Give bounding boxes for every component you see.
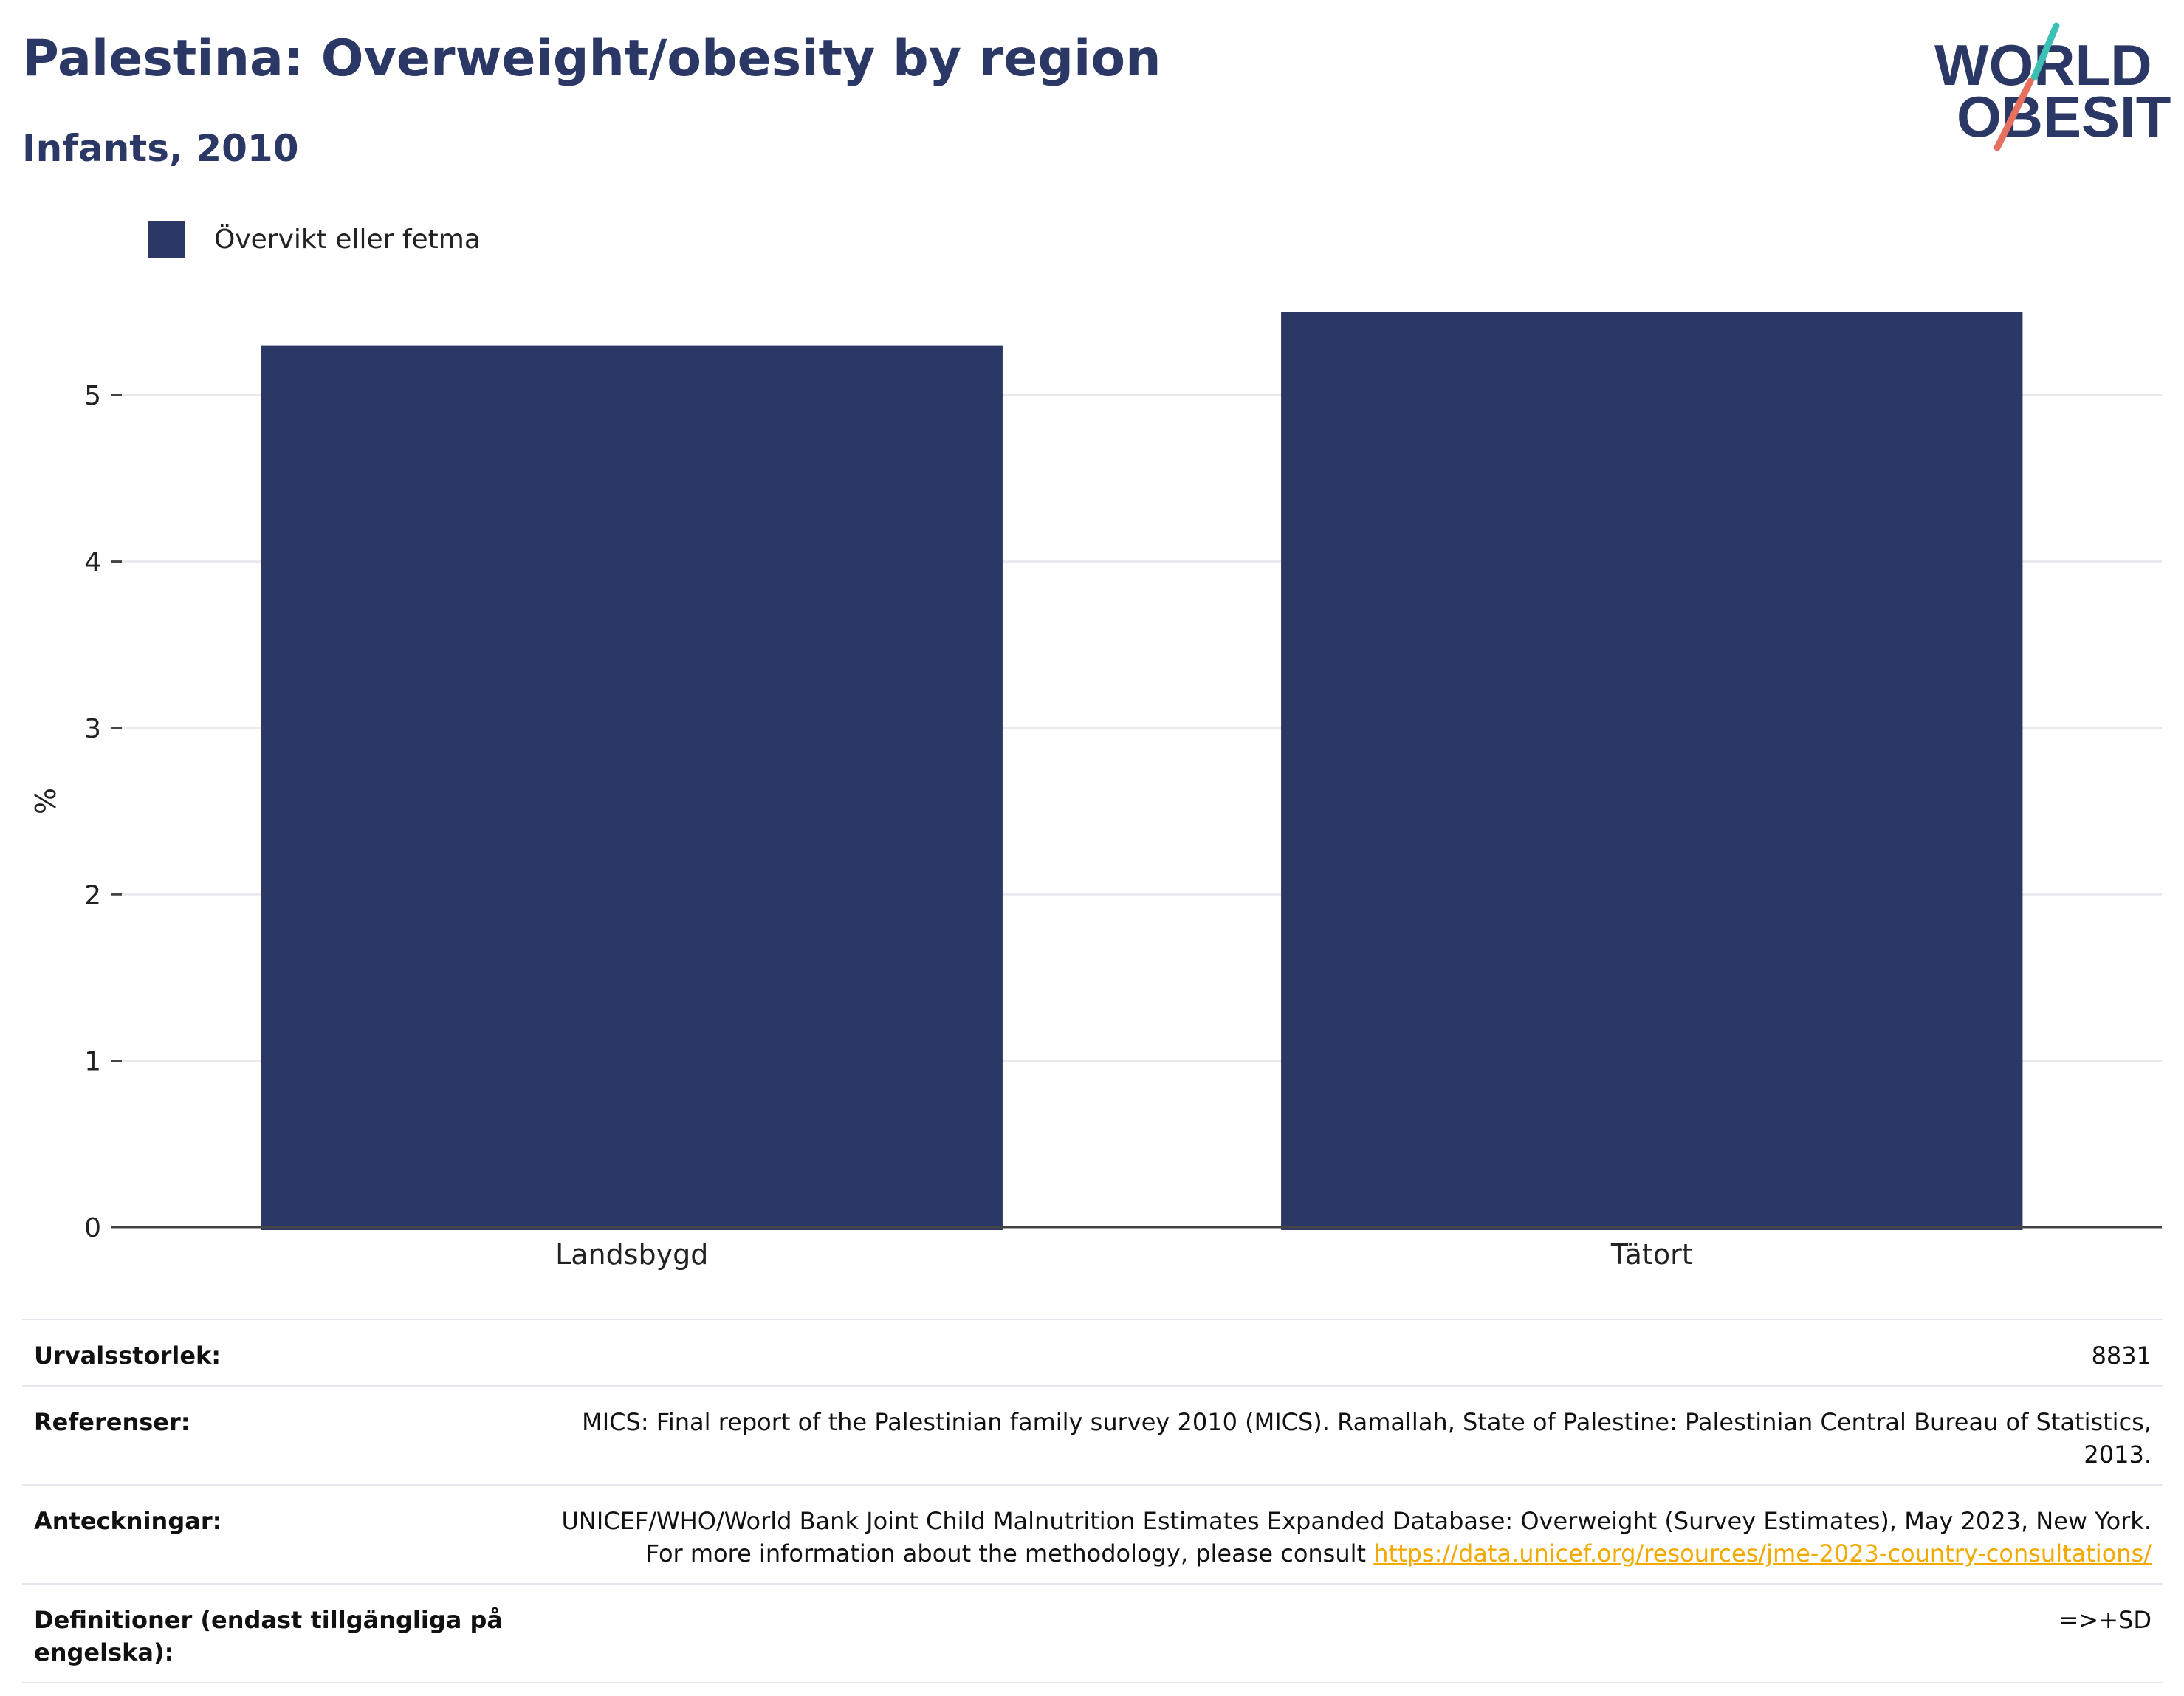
legend-label[interactable]: Övervikt eller fetma <box>214 224 481 255</box>
info-row-notes: Anteckningar: UNICEF/WHO/World Bank Join… <box>22 1484 2163 1583</box>
axes: 0 1 2 3 4 5 Landsbygd Tätort <box>84 381 2162 1271</box>
references-value: MICS: Final report of the Palestinian fa… <box>582 1408 2152 1469</box>
sample-size-label: Urvalsstorlek: <box>34 1342 222 1370</box>
x-tick-label-1: Tätort <box>1610 1238 1693 1271</box>
world-obesity-logo: WORLD OBESITY <box>1934 22 2171 151</box>
logo-accent-teal <box>2030 22 2060 81</box>
notes-value: UNICEF/WHO/World Bank Joint Child Malnut… <box>542 1505 2152 1570</box>
chart-subtitle: Infants, 2010 <box>22 127 299 170</box>
logo-accent-coral <box>1994 78 2034 151</box>
definitions-label: Definitioner (endast tillgängliga på eng… <box>34 1606 503 1666</box>
notes-text: UNICEF/WHO/World Bank Joint Child Malnut… <box>561 1507 2152 1568</box>
legend-swatch[interactable] <box>148 221 185 258</box>
sample-size-value: 8831 <box>2091 1342 2152 1370</box>
logo-line-1: WORLD <box>1934 32 2152 97</box>
bar-chart: 0 1 2 3 4 5 Landsbygd Tätort % <box>30 312 2162 1271</box>
x-tick-label-0: Landsbygd <box>555 1238 708 1271</box>
info-table: Urvalsstorlek: 8831 Referenser: MICS: Fi… <box>22 1319 2163 1683</box>
methodology-link[interactable]: https://data.unicef.org/resources/jme-20… <box>1373 1539 2152 1568</box>
info-row-definitions: Definitioner (endast tillgängliga på eng… <box>22 1583 2163 1683</box>
definitions-value: =>+SD <box>2058 1606 2152 1634</box>
y-tick-label-0: 0 <box>84 1213 101 1243</box>
y-tick-label-5: 5 <box>84 381 101 411</box>
references-label: Referenser: <box>34 1408 190 1436</box>
notes-label: Anteckningar: <box>34 1507 222 1535</box>
logo-line-2: OBESITY <box>1957 84 2171 149</box>
legend: Övervikt eller fetma <box>148 220 481 258</box>
y-tick-label-2: 2 <box>84 880 101 910</box>
y-tick-label-4: 4 <box>84 548 101 578</box>
chart-title: Palestina: Overweight/obesity by region <box>22 30 1161 88</box>
bars <box>261 312 2023 1231</box>
info-row-references: Referenser: MICS: Final report of the Pa… <box>22 1385 2163 1484</box>
y-axis-label: % <box>30 788 62 814</box>
bar-landsbygd[interactable] <box>261 345 1003 1230</box>
y-tick-label-3: 3 <box>84 714 101 744</box>
y-tick-label-1: 1 <box>84 1047 101 1077</box>
info-row-sample-size: Urvalsstorlek: 8831 <box>22 1319 2163 1385</box>
bar-tätort[interactable] <box>1281 312 2023 1231</box>
